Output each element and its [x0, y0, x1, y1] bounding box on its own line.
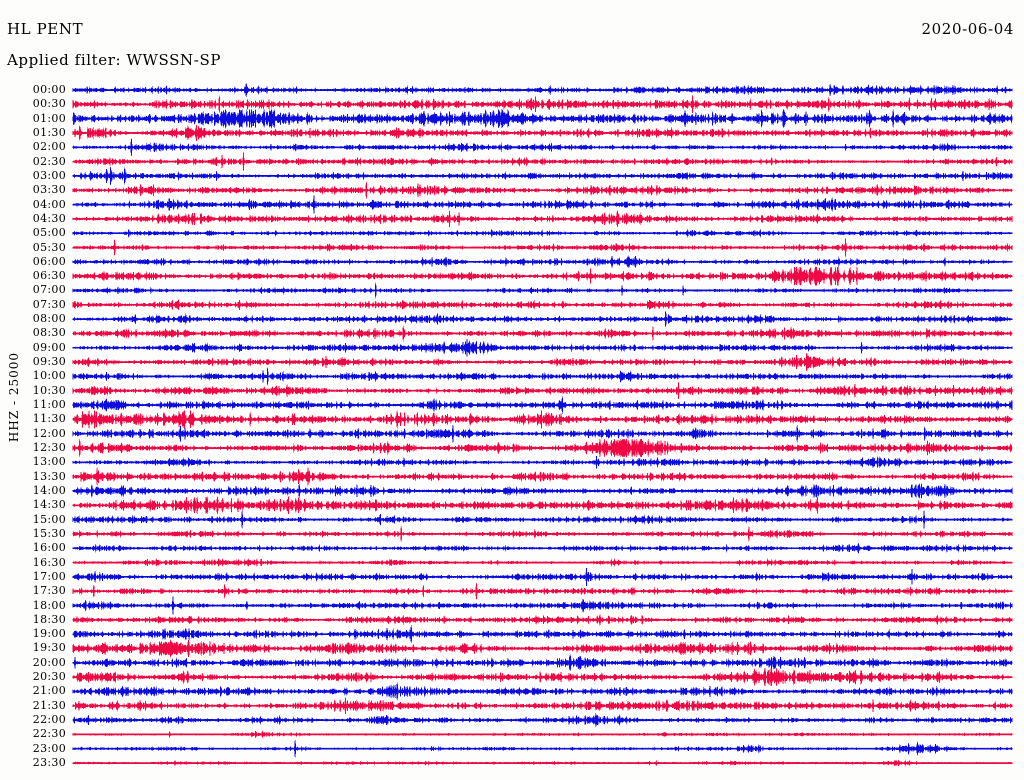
time-tick-label: 21:30: [32, 698, 66, 712]
time-tick-label: 13:30: [32, 469, 66, 483]
time-tick-label: 03:00: [32, 168, 66, 182]
time-tick-label: 07:00: [32, 283, 66, 297]
time-tick-label: 04:30: [32, 211, 66, 225]
time-tick-label: 07:30: [32, 297, 66, 311]
time-tick-label: 22:30: [32, 727, 66, 741]
time-tick-label: 16:30: [32, 555, 66, 569]
record-date: 2020-06-04: [921, 20, 1014, 38]
time-tick-label: 23:00: [32, 741, 66, 755]
time-tick-label: 18:00: [32, 598, 66, 612]
time-tick-label: 21:00: [32, 684, 66, 698]
time-tick-label: 15:30: [32, 526, 66, 540]
time-tick-label: 02:00: [32, 140, 66, 154]
time-tick-label: 03:30: [32, 183, 66, 197]
time-tick-label: 04:00: [32, 197, 66, 211]
time-tick-label: 16:00: [32, 541, 66, 555]
time-tick-label: 02:30: [32, 154, 66, 168]
applied-filter-label: Applied filter: WWSSN-SP: [7, 51, 222, 69]
time-tick-label: 09:00: [32, 340, 66, 354]
time-tick-label: 20:30: [32, 670, 66, 684]
time-tick-label: 08:00: [32, 312, 66, 326]
time-tick-label: 13:00: [32, 455, 66, 469]
time-tick-label: 05:00: [32, 226, 66, 240]
time-tick-label: 17:00: [32, 569, 66, 583]
time-tick-label: 00:00: [32, 83, 66, 96]
time-tick-label: 14:30: [32, 498, 66, 512]
station-title: HL PENT: [7, 20, 84, 38]
time-tick-label: 17:30: [32, 584, 66, 598]
time-tick-label: 12:00: [32, 426, 66, 440]
time-tick-label: 18:30: [32, 612, 66, 626]
time-tick-label: 23:30: [32, 756, 66, 770]
time-tick-label: 01:30: [32, 125, 66, 139]
time-tick-label: 09:30: [32, 355, 66, 369]
time-tick-label: 06:00: [32, 254, 66, 268]
time-axis-ticks: 00:00 00:30 01:00 01:30 02:00 02:30 03:00 03:30…: [0, 0, 66, 780]
time-tick-label: 06:30: [32, 269, 66, 283]
time-tick-label: 14:00: [32, 483, 66, 497]
time-tick-label: 00:30: [32, 97, 66, 111]
time-tick-label: 15:00: [32, 512, 66, 526]
time-tick-label: 10:30: [32, 383, 66, 397]
time-tick-label: 19:00: [32, 627, 66, 641]
time-tick-label: 05:30: [32, 240, 66, 254]
time-tick-label: 20:00: [32, 655, 66, 669]
time-tick-label: 10:00: [32, 369, 66, 383]
time-tick-label: 01:00: [32, 111, 66, 125]
time-tick-label: 12:30: [32, 441, 66, 454]
time-tick-label: 08:30: [32, 326, 66, 340]
time-tick-label: 22:00: [32, 713, 66, 727]
time-tick-label: 19:30: [32, 641, 66, 655]
time-tick-label: 11:00: [32, 398, 66, 412]
time-tick-label: 11:30: [32, 412, 66, 426]
